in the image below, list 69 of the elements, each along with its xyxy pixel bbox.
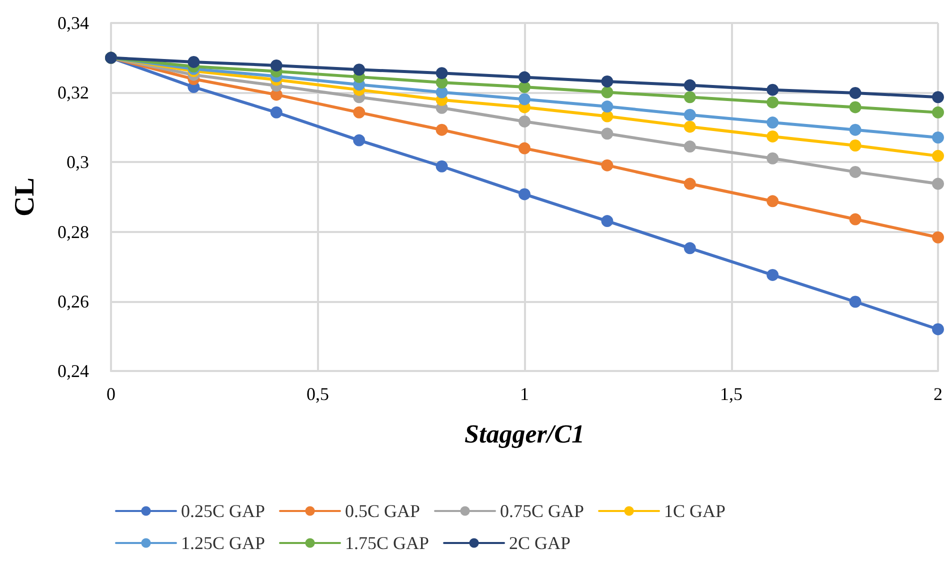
point xyxy=(849,166,862,178)
point xyxy=(932,91,944,104)
point xyxy=(601,100,614,113)
point xyxy=(601,128,614,140)
y-tick-label: 0,26 xyxy=(58,291,89,312)
point xyxy=(684,120,696,133)
y-tick-label: 0,28 xyxy=(58,222,89,242)
x-tick-label: 0,5 xyxy=(306,384,329,404)
point xyxy=(270,59,282,72)
x-tick-label: 1 xyxy=(520,384,529,404)
point xyxy=(849,124,862,136)
point xyxy=(766,116,779,129)
point xyxy=(932,150,944,162)
point xyxy=(601,86,614,98)
point xyxy=(684,79,696,92)
y-tick-label: 0,24 xyxy=(58,361,89,381)
point xyxy=(353,134,366,146)
point xyxy=(436,67,448,80)
legend-label: 2C GAP xyxy=(509,533,571,553)
point xyxy=(436,124,448,136)
point xyxy=(518,71,530,84)
point xyxy=(601,159,614,172)
point xyxy=(932,323,944,336)
point xyxy=(849,86,862,99)
point xyxy=(932,131,944,144)
point xyxy=(849,140,862,152)
y-tick-label: 0,34 xyxy=(58,13,89,33)
point xyxy=(518,93,530,106)
point xyxy=(601,215,614,228)
x-tick-label: 0 xyxy=(106,384,116,404)
legend-label: 0.75C GAP xyxy=(500,501,584,521)
y-axis-title: CL xyxy=(10,178,40,216)
y-tick-label: 0,32 xyxy=(58,82,89,103)
legend-label: 1.25C GAP xyxy=(181,533,266,553)
point xyxy=(932,178,944,190)
point xyxy=(766,130,779,142)
point xyxy=(684,140,696,153)
legend-label: 0.25C GAP xyxy=(181,501,266,521)
point xyxy=(436,160,448,172)
legend-label: 1C GAP xyxy=(664,501,726,521)
point xyxy=(601,75,614,88)
point xyxy=(684,108,696,121)
point xyxy=(353,64,366,76)
point xyxy=(518,115,530,128)
point xyxy=(188,56,200,68)
point xyxy=(766,96,779,108)
point xyxy=(849,213,862,226)
x-tick-label: 1,5 xyxy=(720,384,742,404)
legend-label: 0.5C GAP xyxy=(345,501,420,521)
point xyxy=(684,91,696,104)
point xyxy=(766,195,779,208)
y-tick-label: 0,3 xyxy=(66,152,89,172)
point xyxy=(270,106,282,118)
point xyxy=(518,142,530,154)
x-tick-label: 2 xyxy=(934,384,942,404)
point xyxy=(849,101,862,114)
point xyxy=(849,296,862,308)
legend-label: 1.75C GAP xyxy=(345,533,430,553)
point xyxy=(932,231,944,244)
point xyxy=(353,106,366,118)
point xyxy=(684,178,696,190)
point xyxy=(684,242,696,254)
point xyxy=(766,152,779,164)
point xyxy=(518,81,530,94)
point xyxy=(766,268,779,281)
point xyxy=(766,84,779,96)
x-axis-title: Stagger/C1 xyxy=(464,420,584,448)
point xyxy=(518,188,530,200)
point xyxy=(932,106,944,118)
